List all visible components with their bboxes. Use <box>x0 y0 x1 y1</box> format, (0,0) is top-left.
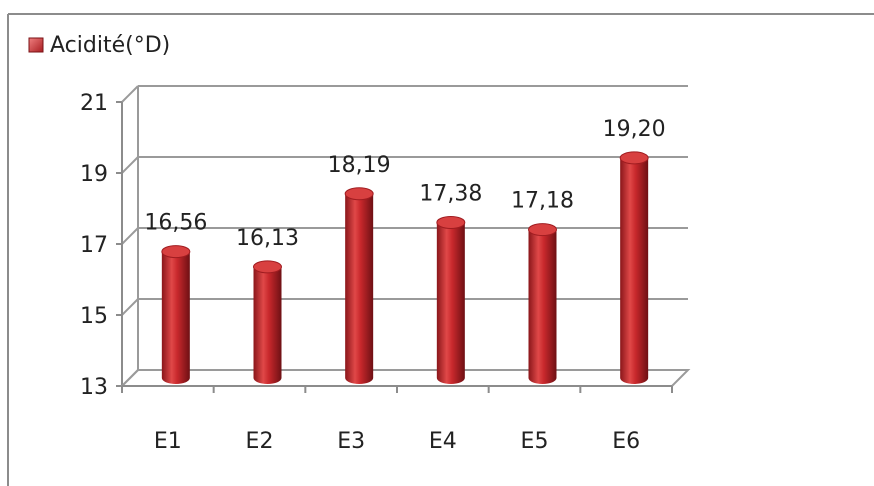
bar-cap <box>436 216 466 230</box>
y-tick-label: 19 <box>80 162 108 187</box>
floor <box>119 369 691 387</box>
bar <box>528 223 557 384</box>
bar <box>253 260 282 384</box>
x-tick-label: E2 <box>246 429 274 454</box>
x-tick-label: E5 <box>521 429 549 454</box>
bar-body <box>345 193 374 384</box>
legend-swatch <box>28 37 44 53</box>
data-label: 16,13 <box>236 226 299 251</box>
bar-body <box>528 229 557 384</box>
bar-body <box>436 222 465 384</box>
bar-cap <box>161 245 191 259</box>
gridline-depth <box>121 227 139 245</box>
y-tick-label: 17 <box>80 233 108 258</box>
x-tick-label: E1 <box>154 429 182 454</box>
bar-body <box>620 157 649 384</box>
gridline-depth <box>121 85 139 103</box>
gridline-depth <box>121 156 139 174</box>
bar-cap <box>619 151 649 165</box>
bar <box>344 187 374 384</box>
bar-body <box>253 266 282 384</box>
plot-area: 13 15 17 19 21 16,56 E1 16,13 E2 18,19 E3 17,38 E4 17… <box>80 85 691 454</box>
y-tick-label: 21 <box>80 91 108 116</box>
y-tick-label: 13 <box>80 375 108 400</box>
bar-cap <box>253 260 282 274</box>
gridline-depth <box>121 298 139 316</box>
data-label: 19,20 <box>603 117 666 142</box>
x-tick-label: E6 <box>612 429 640 454</box>
data-label: 17,38 <box>419 182 482 207</box>
x-tick-label: E4 <box>429 429 457 454</box>
legend-label: Acidité(°D) <box>50 33 170 58</box>
bar <box>436 216 466 384</box>
data-label: 16,56 <box>144 211 207 236</box>
bar-cap <box>344 187 374 201</box>
data-label: 17,18 <box>511 189 574 214</box>
bar-cap <box>528 223 557 237</box>
bar <box>619 151 649 384</box>
x-tick-label: E3 <box>337 429 365 454</box>
data-label: 18,19 <box>328 153 391 178</box>
bar <box>161 245 191 384</box>
legend: Acidité(°D) <box>28 33 170 58</box>
bar-body <box>161 251 190 384</box>
y-tick-label: 15 <box>80 304 108 329</box>
